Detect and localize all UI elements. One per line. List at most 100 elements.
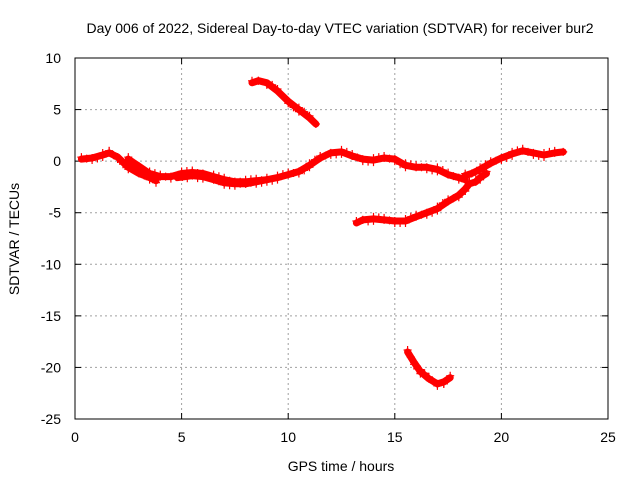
data-point [300,107,309,116]
y-tick-label: 10 [45,50,61,66]
y-tick-label: -20 [41,359,61,375]
data-point [183,174,192,183]
data-point [98,153,107,161]
data-point [524,147,532,156]
x-tick-label: 25 [600,429,616,445]
x-axis-label: GPS time / hours [288,458,395,474]
data-point [358,155,367,164]
data-point [358,215,367,224]
data-point [428,208,437,217]
y-tick-label: -5 [49,205,62,221]
data-point [278,92,287,101]
data-point [262,173,271,182]
data-point [502,154,511,162]
data-point [412,161,421,170]
data-point [178,173,187,181]
data-point [152,178,160,187]
series-track-2 [124,145,470,188]
data-point [403,346,412,354]
data-point [529,148,538,157]
data-point [396,160,405,169]
data-point [534,151,543,160]
data-point [429,377,438,386]
y-tick-label: -25 [41,411,61,427]
data-point [438,199,447,207]
data-point [284,97,293,106]
data-point [145,171,154,180]
data-point [422,163,431,172]
data-point [433,167,442,176]
data-point [124,165,133,174]
data-point [508,151,517,160]
data-point [352,217,361,225]
data-point [476,175,485,184]
data-point [353,153,362,162]
data-point [311,120,320,128]
data-point [428,166,437,175]
data-point [119,160,127,169]
data-point [273,85,282,93]
data-point [135,162,143,171]
x-tick-label: 10 [280,429,296,445]
data-point [254,76,263,85]
data-point [380,213,389,222]
data-point [374,153,383,162]
data-point [449,172,458,181]
x-tick-label: 5 [178,429,186,445]
data-point [481,160,490,169]
data-point [220,178,229,187]
data-point [545,147,554,156]
data-point [113,153,122,161]
data-point [150,169,159,178]
series-track-7 [403,346,455,390]
data-point [129,158,138,167]
data-point [559,147,568,156]
data-point [471,177,480,186]
y-axis-label: SDTVAR / TECUs [6,183,22,295]
y-tick-label: -10 [41,256,61,272]
data-point [550,146,559,155]
series-track-3 [173,169,271,190]
data-point [188,171,197,180]
data-point [257,178,266,187]
data-point [444,195,453,204]
series-track-1 [77,146,160,187]
data-point [246,178,255,187]
series-layer [77,76,568,390]
data-point [305,111,314,120]
grid-layer [75,58,608,419]
data-point [438,166,447,174]
data-point [204,172,213,181]
data-point [252,177,261,186]
data-point [446,371,455,380]
x-tick-label: 20 [494,429,510,445]
data-point [156,170,165,179]
data-point [241,177,250,186]
chart-title: Day 006 of 2022, Sidereal Day-to-day VTE… [86,20,593,36]
data-point [454,173,463,182]
data-point [476,167,485,176]
data-point [401,219,410,227]
data-point [454,191,463,200]
data-point [461,187,470,195]
x-tick-label: 0 [71,429,79,445]
series-track-4 [248,76,320,128]
y-tick-label: -15 [41,308,61,324]
data-point [77,153,86,162]
plot-frame [74,57,609,420]
data-point [369,216,378,225]
data-point [424,372,433,381]
data-point [326,148,335,157]
data-point [337,149,346,158]
data-point [401,163,410,172]
data-point [268,80,277,89]
data-point [406,353,415,362]
data-point [300,166,309,175]
data-point [390,155,399,164]
data-point [124,153,133,162]
data-point [433,206,442,215]
y-tick-label: 0 [53,153,61,169]
data-point [93,154,102,163]
data-point [380,152,389,160]
data-point [305,163,314,172]
